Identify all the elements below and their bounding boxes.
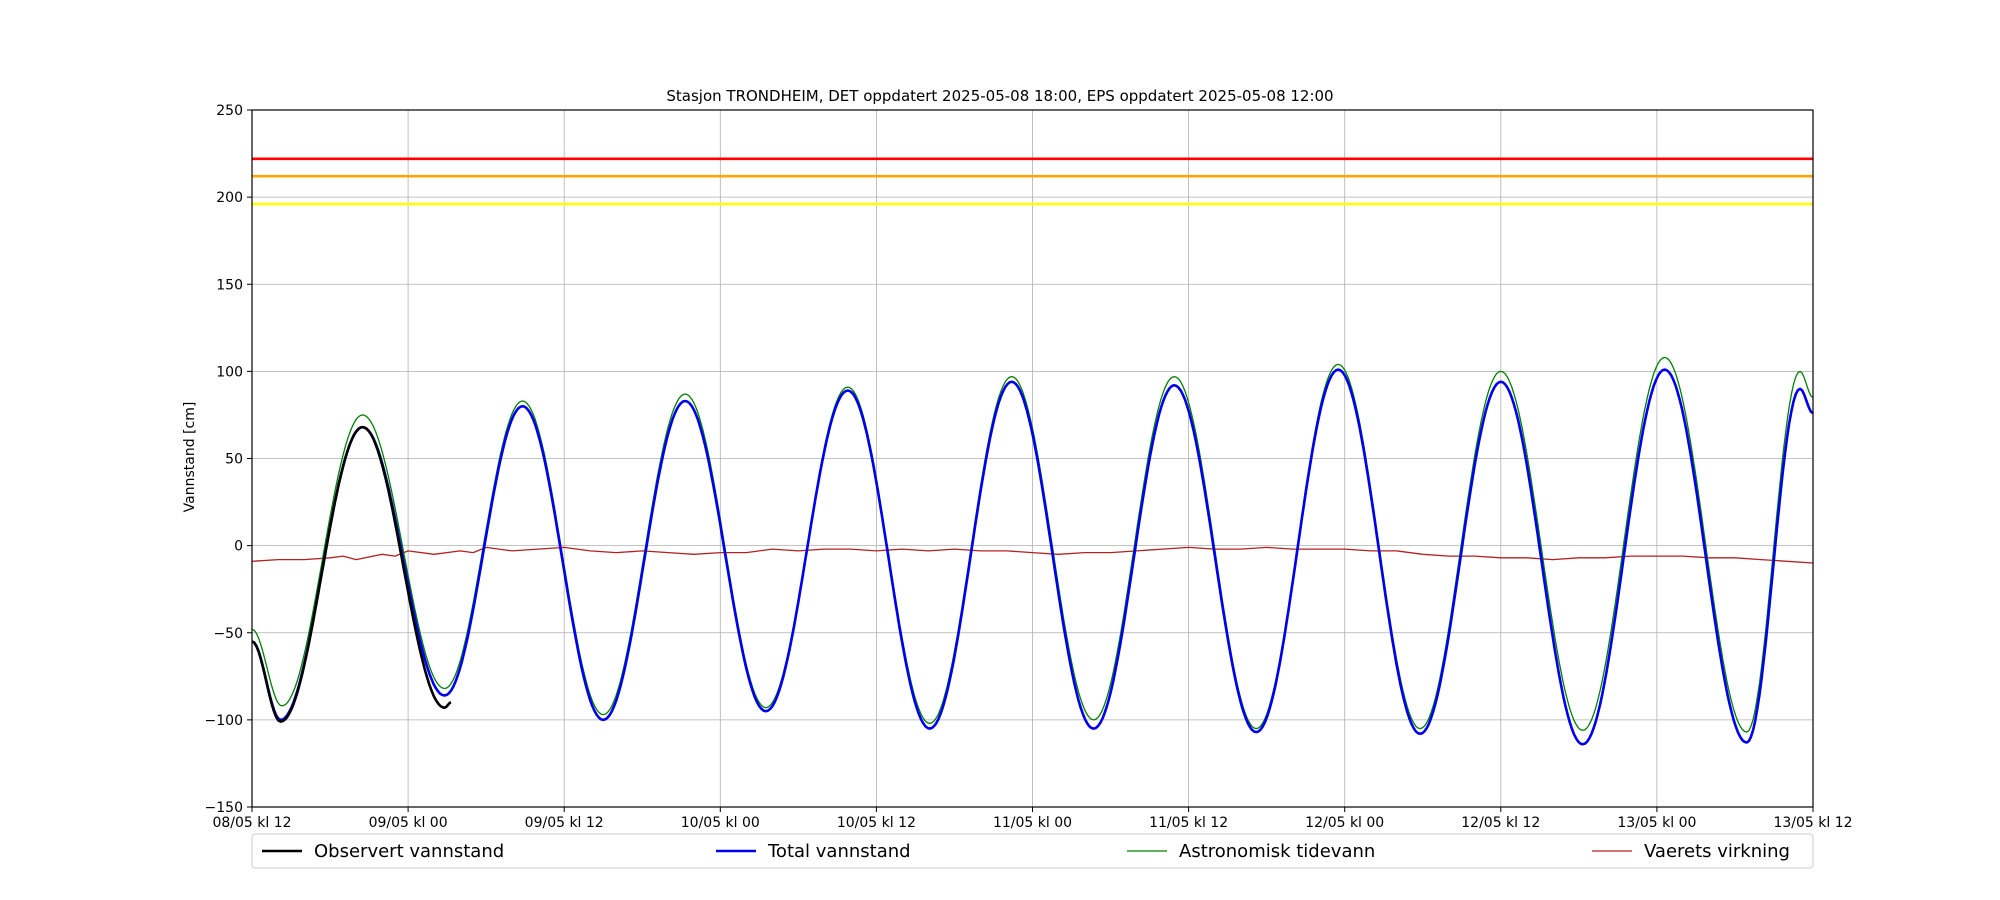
legend-label: Astronomisk tidevann [1179,841,1375,862]
y-tick-label: −50 [213,626,243,642]
x-tick-label: 09/05 kl 12 [525,815,604,831]
threshold-lines [252,157,1813,206]
y-tick-label: 100 [216,364,243,380]
x-tick-label: 13/05 kl 00 [1617,815,1696,831]
x-tick-label: 09/05 kl 00 [369,815,448,831]
series-line-3 [251,546,1814,564]
legend-frame [251,833,1814,869]
legend-label: Vaerets virkning [1644,841,1790,862]
series-line-0 [251,425,452,723]
x-tick-label: 13/05 kl 12 [1773,815,1852,831]
legend-label: Total vannstand [767,841,911,862]
x-tick-label: 11/05 kl 00 [993,815,1072,831]
y-tick-label: −150 [205,800,243,816]
x-tick-label: 08/05 kl 12 [212,815,291,831]
y-tick-label: 0 [234,539,243,555]
y-tick-label: −100 [205,713,243,729]
x-tick-label: 11/05 kl 12 [1149,815,1228,831]
series-line-1 [251,368,1814,746]
legend: Observert vannstand Total vannstand Astron… [251,833,1814,869]
grid-lines [251,109,1814,808]
legend-label: Observert vannstand [314,841,504,862]
x-tick-label: 10/05 kl 12 [837,815,916,831]
x-tick-label: 12/05 kl 00 [1305,815,1384,831]
x-tick-label: 12/05 kl 12 [1461,815,1540,831]
y-axis-label: Vannstand [cm] [182,402,198,513]
x-axis-ticks: 08/05 kl 12 09/05 kl 00 09/05 kl 12 10/05 k… [212,807,1853,831]
y-tick-label: 250 [216,103,243,119]
y-tick-label: 200 [216,190,243,206]
x-tick-label: 10/05 kl 00 [681,815,760,831]
chart-title: Stasjon TRONDHEIM, DET oppdatert 2025-05… [666,87,1333,105]
series-lines [251,356,1814,746]
y-axis-ticks: −150 −100 −50 0 50 100 150 200 250 [205,103,252,816]
y-tick-label: 150 [216,277,243,293]
y-tick-label: 50 [225,452,243,468]
